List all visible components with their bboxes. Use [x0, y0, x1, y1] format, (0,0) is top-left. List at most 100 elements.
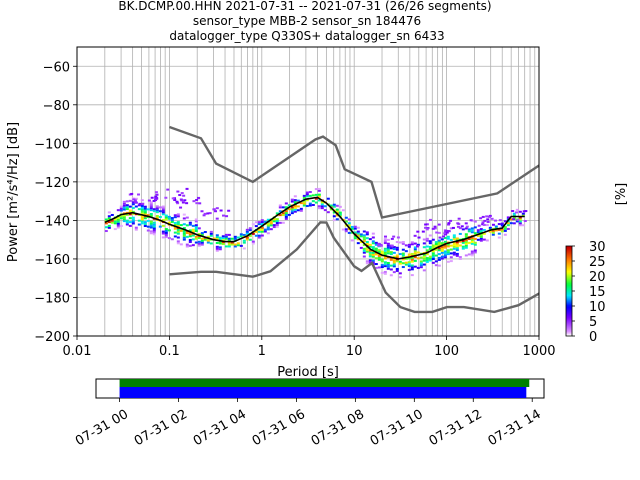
psd-cell	[131, 201, 135, 204]
psd-cell	[179, 206, 183, 209]
psd-cell	[182, 227, 186, 230]
psd-cell	[476, 229, 480, 232]
psd-cell	[161, 224, 165, 227]
psd-cell	[131, 197, 135, 200]
psd-cell	[164, 231, 168, 234]
plot-frame	[76, 46, 540, 337]
psd-cell	[197, 240, 201, 243]
psd-cell	[107, 224, 111, 227]
psd-cell	[299, 209, 303, 212]
psd-cell	[332, 211, 336, 214]
psd-cell	[452, 253, 456, 256]
psd-cell	[332, 215, 336, 218]
psd-cell	[368, 249, 372, 252]
psd-cell	[362, 247, 366, 250]
psd-cell	[149, 212, 153, 215]
psd-cell	[173, 214, 177, 217]
psd-cell	[424, 226, 428, 229]
psd-cell	[380, 266, 384, 269]
psd-cell	[206, 239, 210, 242]
psd-cell	[392, 246, 396, 249]
psd-cell	[230, 237, 234, 240]
psd-cell	[215, 207, 219, 210]
psd-cell	[368, 245, 372, 248]
psd-cell	[443, 256, 447, 259]
psd-cell	[119, 205, 123, 208]
colorbar-segment	[566, 298, 572, 301]
psd-cell	[443, 240, 447, 243]
psd-cell	[422, 242, 426, 245]
psd-cell	[458, 244, 462, 247]
psd-cell	[497, 228, 501, 231]
psd-cell	[521, 214, 525, 217]
psd-cell	[482, 238, 486, 241]
psd-cell	[239, 233, 243, 236]
psd-cell	[143, 221, 147, 224]
psd-cell	[194, 226, 198, 229]
psd-cell	[452, 247, 456, 250]
psd-cell	[155, 209, 159, 212]
psd-cell	[131, 203, 135, 206]
psd-cell	[449, 219, 453, 222]
psd-cell	[487, 215, 491, 218]
colorbar-tick-label: 20	[589, 270, 606, 285]
colorbar-tick-label: 10	[589, 300, 606, 315]
psd-cell	[194, 229, 198, 232]
psd-cell	[497, 223, 501, 226]
colorbar-segment	[566, 294, 572, 297]
psd-cell	[143, 213, 147, 216]
psd-cell	[458, 227, 462, 230]
psd-cell	[191, 224, 195, 227]
y-axis-label: Power [m²/s⁴/Hz] [dB]	[6, 122, 21, 262]
psd-cell	[467, 230, 471, 233]
psd-cell	[500, 230, 504, 233]
psd-cell	[491, 229, 495, 232]
psd-cell	[344, 228, 348, 231]
psd-cell	[368, 253, 372, 256]
psd-cell	[143, 224, 147, 227]
psd-cell	[209, 232, 213, 235]
psd-cell	[506, 224, 510, 227]
psd-cell	[323, 205, 327, 208]
psd-cell	[227, 209, 231, 212]
y-axis-ticks: −60 −80 −100 −120 −140 −160 −180 −200	[34, 60, 77, 345]
psd-cell	[422, 255, 426, 258]
psd-cell	[296, 199, 300, 202]
psd-cell	[176, 228, 180, 231]
psd-cell	[143, 211, 147, 214]
psd-cell	[481, 215, 485, 218]
psd-cell	[173, 231, 177, 234]
psd-plot-area: 0.01 0.1 1 10 100 1000 −60 −80 −100 −120 −140 −160…	[34, 46, 556, 359]
psd-cell	[263, 220, 267, 223]
psd-cell	[278, 221, 282, 224]
psd-cell	[164, 216, 168, 219]
colorbar-segment	[566, 260, 572, 263]
psd-cell	[140, 218, 144, 221]
psd-cell	[158, 206, 162, 209]
psd-cell	[257, 223, 261, 226]
psd-cell	[195, 198, 199, 201]
psd-cell	[128, 217, 132, 220]
title-line-1: BK.DCMP.00.HHN 2021-07-31 -- 2021-07-31 …	[118, 0, 491, 13]
colorbar-segment	[566, 272, 572, 275]
psd-cell	[188, 235, 192, 238]
psd-cell	[365, 242, 369, 245]
psd-cell	[428, 255, 432, 258]
psd-cell	[125, 221, 129, 224]
psd-cell	[140, 210, 144, 213]
psd-cell	[371, 261, 375, 264]
psd-cell	[308, 191, 312, 194]
psd-cell	[464, 239, 468, 242]
psd-cell	[128, 221, 132, 224]
psd-cell	[182, 230, 186, 233]
psd-cell	[446, 245, 450, 248]
psd-cell	[281, 206, 285, 209]
psd-cell	[182, 217, 186, 220]
psd-cell	[269, 224, 273, 227]
psd-cell	[481, 223, 485, 226]
colorbar-segment	[566, 310, 572, 313]
psd-cell	[365, 237, 369, 240]
psd-cell	[407, 253, 411, 256]
psd-cell	[446, 243, 450, 246]
psd-cell	[263, 228, 267, 231]
